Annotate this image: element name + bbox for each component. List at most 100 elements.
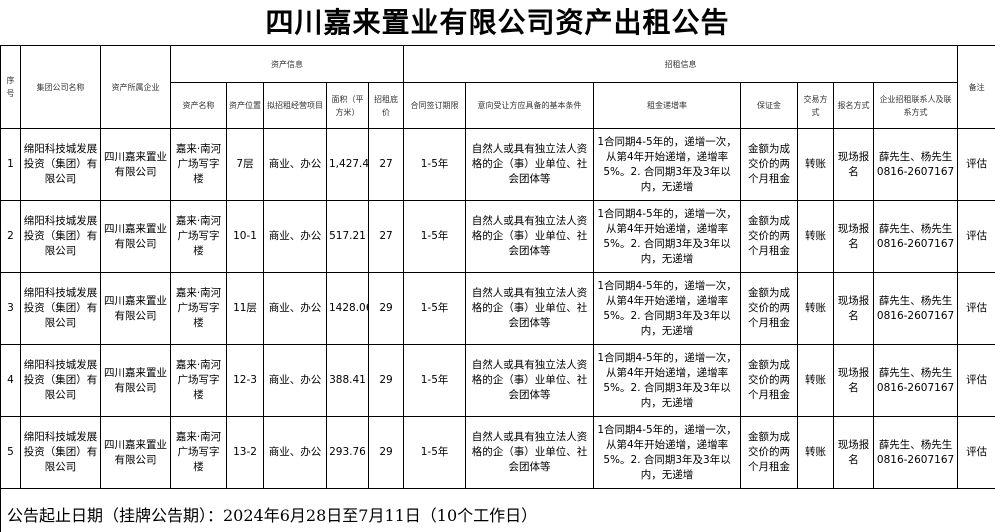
cell-conditions: 自然人或具有独立法人资格的企（事）业单位、社会团体等 xyxy=(465,128,595,201)
cell-term: 1-5年 xyxy=(403,272,467,345)
cell-seq: 1 xyxy=(0,128,21,201)
cell-increase: 1合同期4-5年的，递增一次，从第4年开始递增，递增率5%。2. 合同期3年及3… xyxy=(593,272,742,345)
announcement-period: 公告起止日期（挂牌公告期）：2024年6月28日至7月11日（10个工作日） xyxy=(0,488,995,532)
cell-increase: 1合同期4-5年的，递增一次，从第4年开始递增，递增率5%。2. 合同期3年及3… xyxy=(593,416,742,489)
cell-signup: 现场报名 xyxy=(833,344,875,417)
cell-owner: 四川嘉来置业有限公司 xyxy=(100,272,171,345)
cell-area: 293.76 xyxy=(326,416,369,489)
cell-owner: 四川嘉来置业有限公司 xyxy=(100,416,171,489)
cell-deposit: 金额为成交价的两个月租金 xyxy=(740,128,799,201)
cell-increase: 1合同期4-5年的，递增一次，从第4年开始递增，递增率5%。2. 合同期3年及3… xyxy=(593,128,742,201)
cell-signup: 现场报名 xyxy=(833,416,875,489)
cell-conditions: 自然人或具有独立法人资格的企（事）业单位、社会团体等 xyxy=(465,344,595,417)
header-remark: 备注 xyxy=(957,45,995,129)
cell-group: 绵阳科技城发展投资（集团）有限公司 xyxy=(20,200,101,273)
cell-contact: 薛先生、杨先生 0816-2607167 xyxy=(873,272,959,345)
cell-base-price: 27 xyxy=(367,200,405,273)
cell-conditions: 自然人或具有独立法人资格的企（事）业单位、社会团体等 xyxy=(465,200,595,273)
header-area: 面积（平方米） xyxy=(326,82,369,129)
cell-location: 12-3 xyxy=(226,344,264,417)
table-row: 1 绵阳科技城发展投资（集团）有限公司 四川嘉来置业有限公司 嘉来·南河广场写字楼 7层… xyxy=(0,128,995,201)
cell-remark: 评估 xyxy=(957,128,995,201)
table-row: 3 绵阳科技城发展投资（集团）有限公司 四川嘉来置业有限公司 嘉来·南河广场写字楼 11… xyxy=(0,272,995,345)
table-row: 4 绵阳科技城发展投资（集团）有限公司 四川嘉来置业有限公司 嘉来·南河广场写字楼 12… xyxy=(0,344,995,417)
header-conditions: 意向受让方应具备的基本条件 xyxy=(465,82,595,129)
cell-deposit: 金额为成交价的两个月租金 xyxy=(740,272,799,345)
header-location: 资产位置 xyxy=(226,82,264,129)
cell-group: 绵阳科技城发展投资（集团）有限公司 xyxy=(20,128,101,201)
page-title: 四川嘉来置业有限公司资产出租公告 xyxy=(265,6,730,39)
cell-area: 1,427.46 xyxy=(326,128,369,201)
cell-base-price: 29 xyxy=(367,344,405,417)
header-lease-info: 招租信息 xyxy=(403,45,959,83)
header-trade: 交易方式 xyxy=(797,82,835,129)
cell-term: 1-5年 xyxy=(403,344,467,417)
header-owner: 资产所属企业 xyxy=(100,45,171,129)
cell-conditions: 自然人或具有独立法人资格的企（事）业单位、社会团体等 xyxy=(465,272,595,345)
header-contact: 企业招租联系人及联系方式 xyxy=(873,82,959,129)
header-deposit: 保证金 xyxy=(740,82,799,129)
cell-conditions: 自然人或具有独立法人资格的企（事）业单位、社会团体等 xyxy=(465,416,595,489)
cell-location: 11层 xyxy=(226,272,264,345)
cell-term: 1-5年 xyxy=(403,200,467,273)
cell-contact: 薛先生、杨先生 0816-2607167 xyxy=(873,344,959,417)
cell-deposit: 金额为成交价的两个月租金 xyxy=(740,200,799,273)
header-term: 合同签订期限 xyxy=(403,82,467,129)
cell-group: 绵阳科技城发展投资（集团）有限公司 xyxy=(20,272,101,345)
cell-business: 商业、办公 xyxy=(263,200,327,273)
header-asset-info: 资产信息 xyxy=(169,45,405,83)
cell-increase: 1合同期4-5年的，递增一次，从第4年开始递增，递增率5%。2. 合同期3年及3… xyxy=(593,344,742,417)
header-signup: 报名方式 xyxy=(833,82,875,129)
cell-remark: 评估 xyxy=(957,272,995,345)
cell-owner: 四川嘉来置业有限公司 xyxy=(100,128,171,201)
header-seq: 序号 xyxy=(0,45,21,129)
cell-business: 商业、办公 xyxy=(263,128,327,201)
cell-deposit: 金额为成交价的两个月租金 xyxy=(740,416,799,489)
cell-seq: 3 xyxy=(0,272,21,345)
header-asset-name: 资产名称 xyxy=(170,82,227,129)
cell-trade: 转账 xyxy=(797,344,835,417)
cell-trade: 转账 xyxy=(797,128,835,201)
cell-area: 1428.06 xyxy=(326,272,369,345)
cell-asset-name: 嘉来·南河广场写字楼 xyxy=(170,344,227,417)
cell-asset-name: 嘉来·南河广场写字楼 xyxy=(170,416,227,489)
cell-business: 商业、办公 xyxy=(263,272,327,345)
cell-asset-name: 嘉来·南河广场写字楼 xyxy=(170,272,227,345)
cell-signup: 现场报名 xyxy=(833,128,875,201)
cell-asset-name: 嘉来·南河广场写字楼 xyxy=(170,200,227,273)
table-row: 5 绵阳科技城发展投资（集团）有限公司 四川嘉来置业有限公司 嘉来·南河广场写字楼 13… xyxy=(0,416,995,489)
cell-increase: 1合同期4-5年的，递增一次，从第4年开始递增，递增率5%。2. 合同期3年及3… xyxy=(593,200,742,273)
cell-seq: 5 xyxy=(0,416,21,489)
cell-contact: 薛先生、杨先生 0816-2607167 xyxy=(873,128,959,201)
cell-base-price: 27 xyxy=(367,128,405,201)
cell-area: 517.21 xyxy=(326,200,369,273)
cell-location: 10-1 xyxy=(226,200,264,273)
cell-location: 13-2 xyxy=(226,416,264,489)
cell-signup: 现场报名 xyxy=(833,272,875,345)
cell-trade: 转账 xyxy=(797,416,835,489)
cell-business: 商业、办公 xyxy=(263,344,327,417)
cell-trade: 转账 xyxy=(797,200,835,273)
header-increase: 租金递增率 xyxy=(593,82,742,129)
cell-area: 388.41 xyxy=(326,344,369,417)
header-base-price: 招租底价 xyxy=(367,82,405,129)
cell-signup: 现场报名 xyxy=(833,200,875,273)
cell-remark: 评估 xyxy=(957,344,995,417)
cell-owner: 四川嘉来置业有限公司 xyxy=(100,344,171,417)
cell-contact: 薛先生、杨先生 0816-2607167 xyxy=(873,416,959,489)
cell-business: 商业、办公 xyxy=(263,416,327,489)
cell-location: 7层 xyxy=(226,128,264,201)
cell-group: 绵阳科技城发展投资（集团）有限公司 xyxy=(20,344,101,417)
cell-base-price: 29 xyxy=(367,272,405,345)
cell-deposit: 金额为成交价的两个月租金 xyxy=(740,344,799,417)
cell-remark: 评估 xyxy=(957,200,995,273)
cell-trade: 转账 xyxy=(797,272,835,345)
cell-group: 绵阳科技城发展投资（集团）有限公司 xyxy=(20,416,101,489)
cell-remark: 评估 xyxy=(957,416,995,489)
header-business: 拟招租经营项目 xyxy=(263,82,327,129)
lease-table: 序号 集团公司名称 资产所属企业 资产信息 招租信息 备注 资产名称 资产位置 … xyxy=(0,45,995,532)
cell-seq: 4 xyxy=(0,344,21,417)
cell-owner: 四川嘉来置业有限公司 xyxy=(100,200,171,273)
cell-base-price: 29 xyxy=(367,416,405,489)
